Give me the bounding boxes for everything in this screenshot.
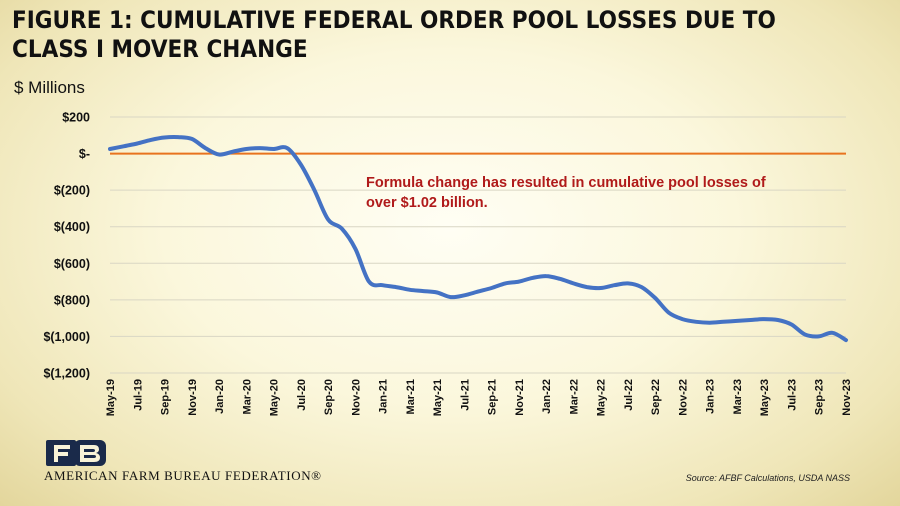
x-tick-label: Mar-23 [732,379,744,414]
x-tick-label: Nov-21 [514,379,526,416]
x-tick-label: Jan-22 [541,379,553,414]
chart-title: FIGURE 1: CUMULATIVE FEDERAL ORDER POOL … [12,6,776,63]
x-tick-label: Jul-21 [459,379,471,411]
annotation-text-line-1: Formula change has resulted in cumulativ… [366,175,766,191]
y-axis-unit-label: $ Millions [14,78,85,97]
series-line-cumulative-losses [108,135,848,343]
y-tick-label: $(1,000) [43,330,90,344]
x-tick-label: Jul-19 [132,379,144,411]
x-tick-label: Mar-20 [241,379,253,414]
y-tick-label: $(1,200) [43,367,90,381]
farm-bureau-logo-icon [46,440,106,466]
x-tick-label: Sep-23 [814,379,826,415]
y-tick-label: $200 [62,111,90,125]
logo-cutouts [54,445,100,462]
x-tick-label: Sep-19 [160,379,172,415]
x-tick-label: Jan-21 [378,379,390,414]
y-tick-label: $(800) [54,293,90,307]
x-tick-label: Nov-19 [187,379,199,416]
x-tick-label: Nov-20 [350,379,362,416]
x-tick-label: May-19 [105,379,117,416]
x-tick-label: Jul-22 [623,379,635,411]
x-tick-label: Mar-21 [405,379,417,414]
x-tick-label: Sep-22 [650,379,662,415]
x-tick-label: Nov-22 [677,379,689,416]
annotation-text-line-2: over $1.02 billion. [366,195,488,211]
x-tick-label: Nov-23 [841,379,853,416]
x-tick-label: May-21 [432,379,444,416]
x-tick-label: May-20 [269,379,281,416]
x-tick-label: Sep-21 [487,379,499,415]
y-tick-label: $- [79,147,90,161]
x-tick-label: Jan-20 [214,379,226,414]
x-tick-label: Jan-23 [705,379,717,414]
x-tick-label: Jul-23 [786,379,798,411]
x-tick-label: May-22 [596,379,608,416]
x-tick-label: Sep-20 [323,379,335,415]
y-tick-label: $(200) [54,184,90,198]
y-tick-label: $(600) [54,257,90,271]
x-tick-label: May-23 [759,379,771,416]
x-tick-label: Jul-20 [296,379,308,411]
organization-name: AMERICAN FARM BUREAU FEDERATION® [44,468,322,483]
y-axis-ticks: $200 $- $(200) $(400) $(600) $(800) $(1,000) $(… [43,111,90,381]
x-tick-label: Mar-22 [568,379,580,414]
y-tick-label: $(400) [54,220,90,234]
source-note: Source: AFBF Calculations, USDA NASS [685,473,850,483]
gridlines [110,116,846,374]
x-axis-ticks: May-19 Jul-19 Sep-19 Nov-19 Jan-20 Mar-20 May-… [105,379,853,416]
